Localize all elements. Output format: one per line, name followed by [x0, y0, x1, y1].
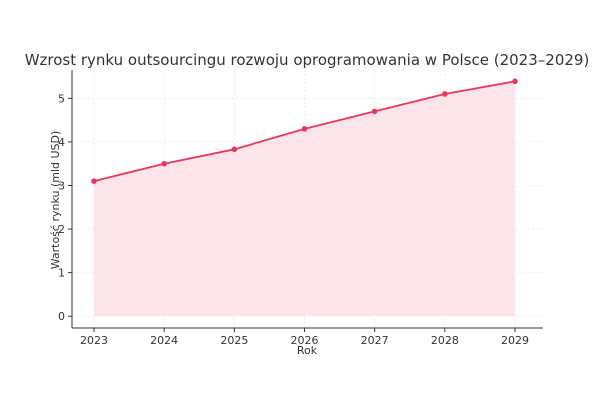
y-tick-label: 0	[58, 310, 65, 323]
area-layer	[94, 81, 515, 317]
y-tick-label: 2	[58, 223, 65, 236]
y-tick-label: 3	[58, 179, 65, 192]
axes: 2023 2024 2025 2026 2027 2028 2029 0 1 2 3 4 5	[58, 70, 543, 347]
x-tick-label: 2029	[501, 334, 529, 347]
y-tick-label: 1	[58, 267, 65, 280]
series-layer	[91, 78, 518, 184]
y-axis-label: Wartość rynku (mld USD)	[49, 131, 62, 270]
data-point	[512, 78, 518, 85]
x-tick-label: 2028	[431, 334, 459, 347]
data-point	[161, 160, 167, 167]
chart-title: Wzrost rynku outsourcingu rozwoju oprogr…	[25, 51, 590, 69]
data-point	[231, 146, 238, 153]
data-point	[371, 108, 378, 115]
x-tick-label: 2024	[150, 334, 178, 347]
x-tick-label: 2026	[291, 334, 319, 347]
area-fill	[94, 81, 515, 317]
data-point	[301, 126, 308, 132]
y-tick-label: 4	[58, 136, 65, 149]
y-tick-label: 5	[58, 92, 65, 105]
data-point	[91, 178, 97, 184]
x-tick-label: 2025	[220, 334, 248, 347]
x-tick-label: 2023	[80, 334, 108, 347]
x-tick-label: 2027	[361, 334, 389, 347]
data-point	[442, 91, 448, 97]
x-axis-label: Rok	[297, 344, 318, 357]
